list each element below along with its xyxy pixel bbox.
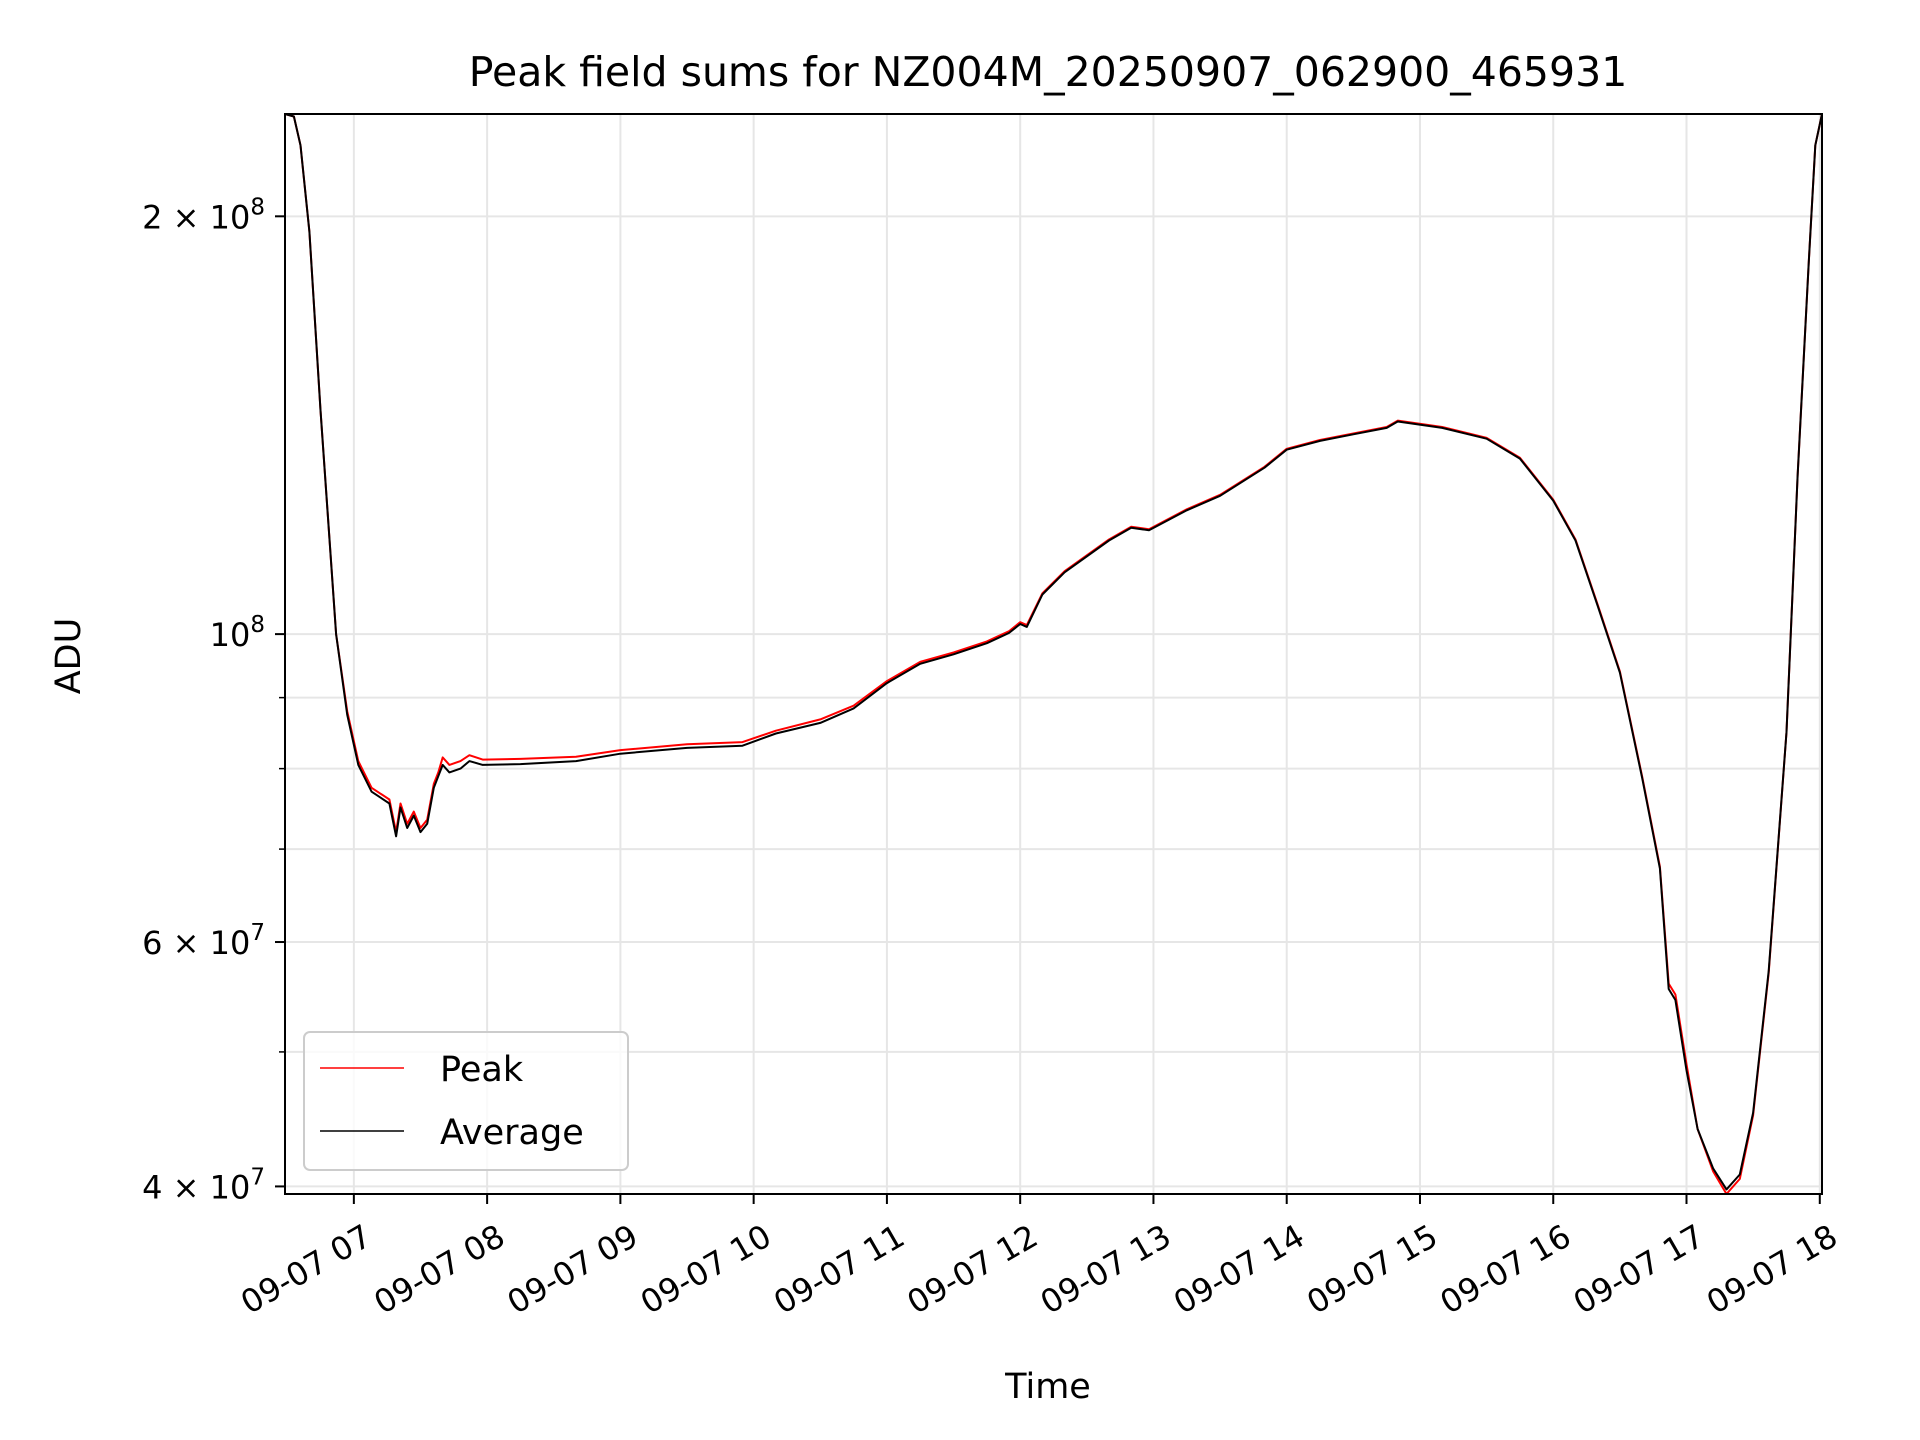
y-tick-label: 4 × 107 bbox=[142, 1164, 265, 1206]
legend-label-average: Average bbox=[440, 1113, 584, 1153]
plot-frame bbox=[284, 113, 1823, 1195]
series-lines bbox=[284, 113, 1823, 1195]
legend-label-peak: Peak bbox=[440, 1050, 524, 1090]
y-tick-label: 2 × 108 bbox=[142, 194, 265, 236]
grid bbox=[285, 114, 1822, 1194]
y-tick-label: 108 bbox=[210, 612, 265, 654]
y-tick-label: 6 × 107 bbox=[142, 920, 265, 962]
chart-title: Peak field sums for NZ004M_20250907_0629… bbox=[469, 48, 1628, 96]
y-axis-ticks: 4 × 107 6 × 107 108 2 × 108 bbox=[142, 194, 285, 1206]
y-axis-label: ADU bbox=[49, 618, 89, 695]
legend: Peak Average bbox=[303, 1031, 629, 1171]
x-axis-label: Time bbox=[1004, 1367, 1091, 1407]
series-line-peak bbox=[284, 113, 1823, 1195]
legend-box bbox=[303, 1031, 629, 1171]
series-line-average bbox=[284, 113, 1823, 1191]
